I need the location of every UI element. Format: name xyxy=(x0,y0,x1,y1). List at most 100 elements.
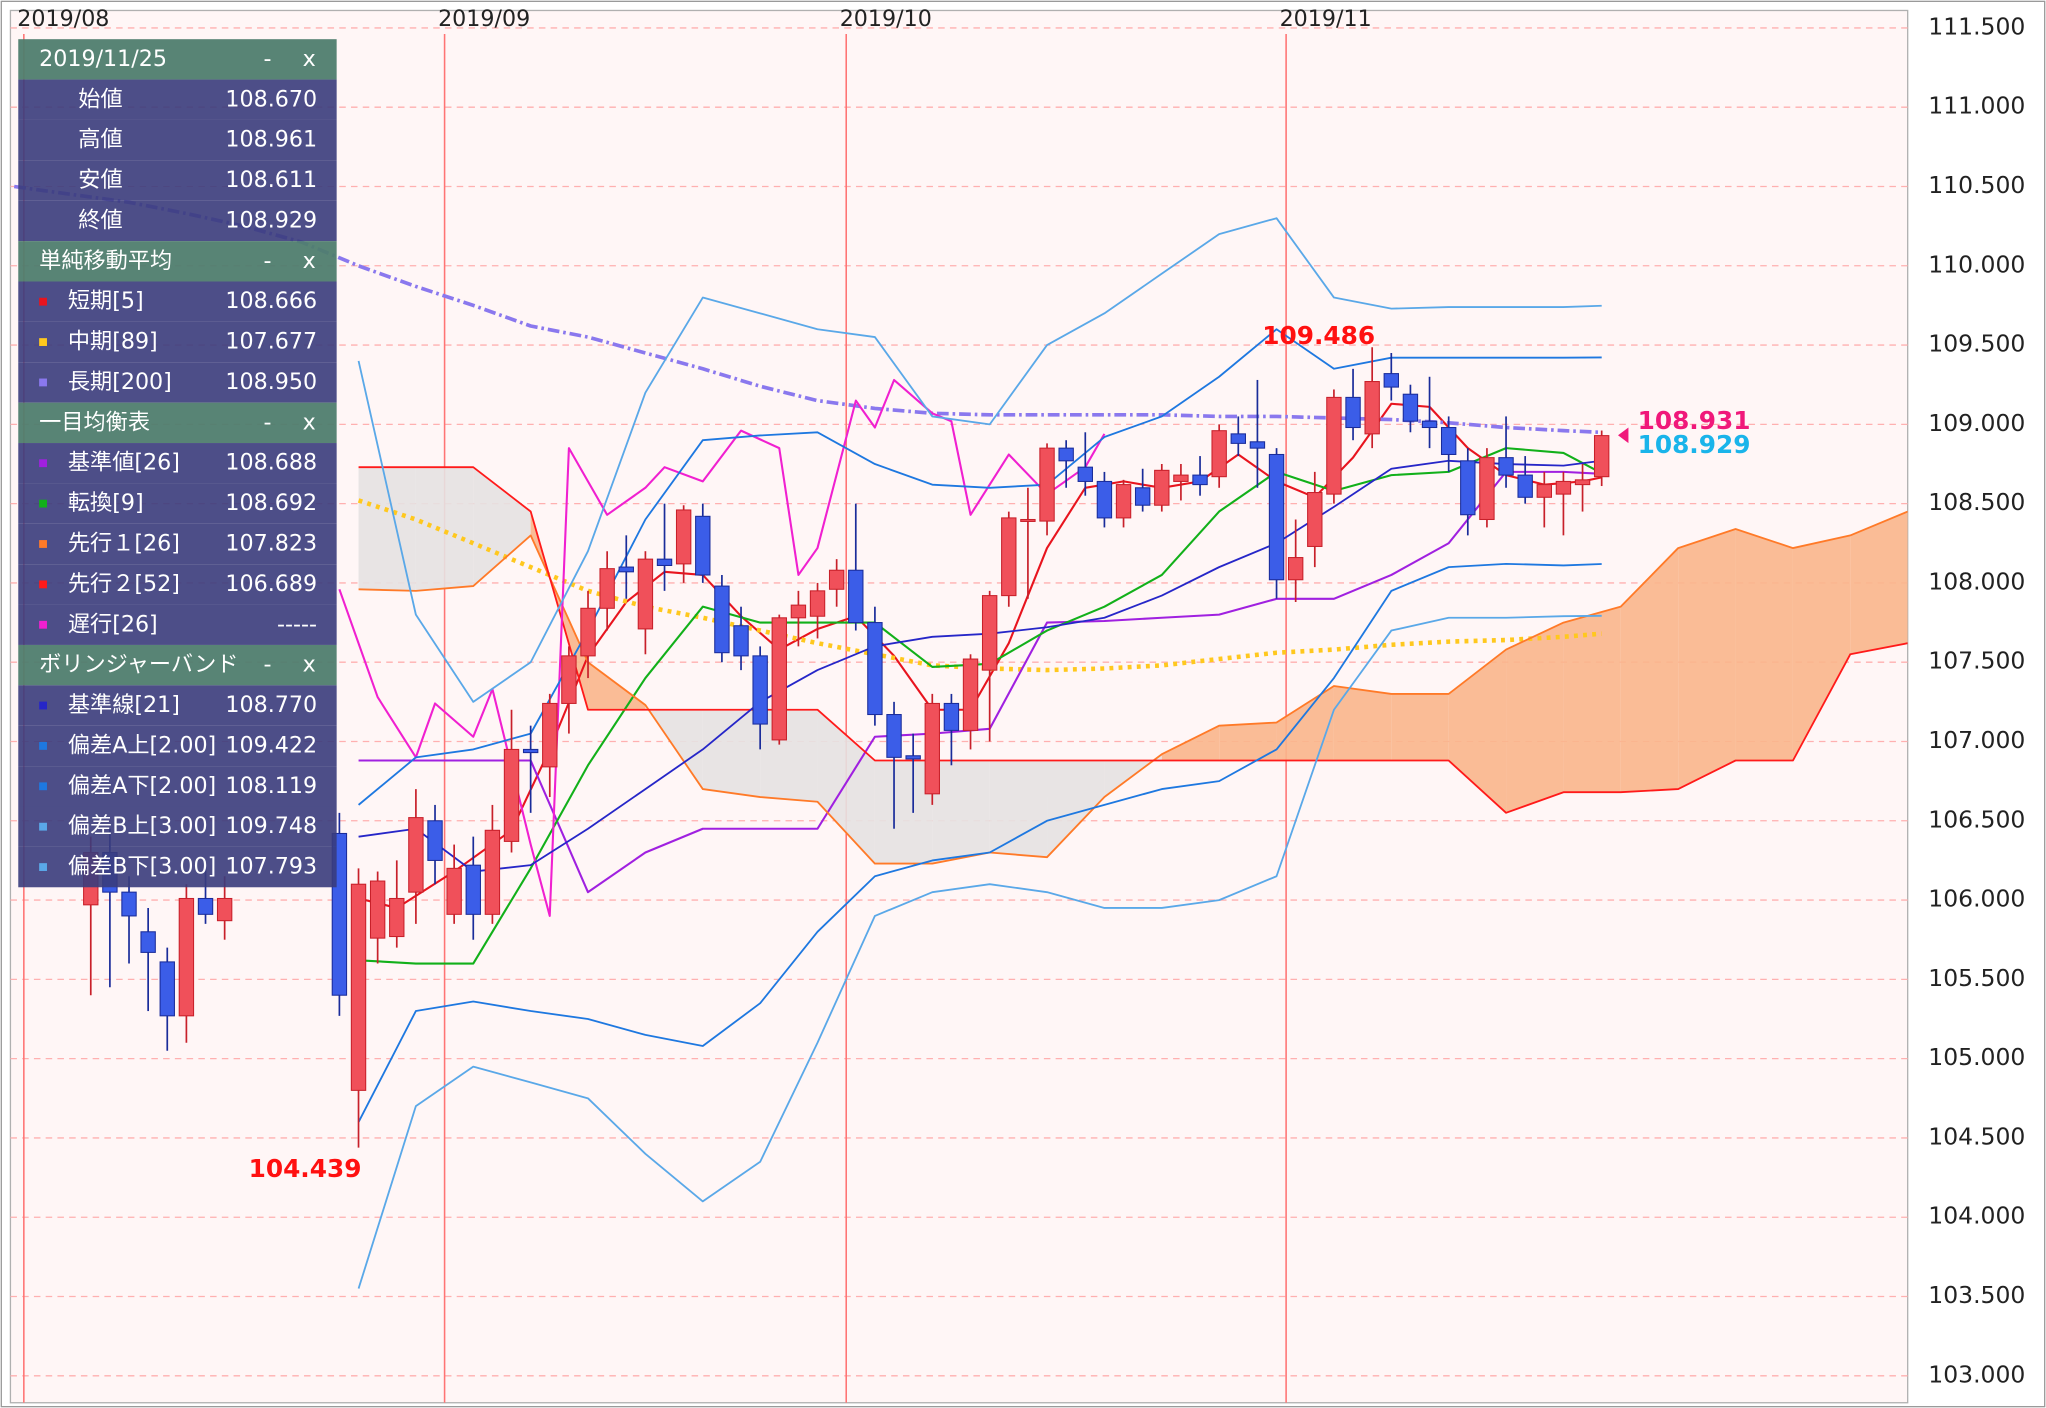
candle-body xyxy=(1115,484,1132,519)
legend-label: 偏差A上[2.00] xyxy=(68,732,216,758)
candle-body xyxy=(733,625,749,657)
candle-body xyxy=(580,607,596,657)
panel-row xyxy=(18,806,337,847)
ichimoku-cloud xyxy=(473,467,531,587)
y-tick-label: 104.500 xyxy=(1928,1122,2025,1150)
close-button[interactable]: x xyxy=(303,248,316,274)
candle-body xyxy=(1096,480,1113,519)
panel-row xyxy=(18,160,337,201)
indicator-line xyxy=(338,378,1106,917)
candle-body xyxy=(1593,435,1610,478)
legend-swatch xyxy=(39,822,47,831)
candle-body xyxy=(140,931,156,953)
panel-row xyxy=(18,725,337,767)
candle-body xyxy=(1192,474,1208,486)
x-tick-label: 2019/08 xyxy=(17,6,109,32)
y-tick-label: 109.000 xyxy=(1928,409,2025,437)
y-tick-label: 111.500 xyxy=(1928,12,2025,40)
y-tick-label: 110.000 xyxy=(1928,250,2025,278)
legend-label: 中期[89] xyxy=(68,329,158,355)
candle-body xyxy=(714,585,730,654)
candle-body xyxy=(159,961,175,1017)
ohlc-label: 高値 xyxy=(78,127,122,153)
ichimoku-cloud xyxy=(932,760,990,864)
panel-row xyxy=(18,362,337,403)
y-tick-label: 106.500 xyxy=(1928,805,2025,833)
legend-swatch xyxy=(39,297,47,306)
candle-body xyxy=(408,817,424,893)
legend-swatch xyxy=(39,863,47,871)
ichimoku-cloud xyxy=(1047,760,1105,858)
legend-value: 108.692 xyxy=(225,490,317,516)
indicator-line xyxy=(357,614,1602,1289)
ichimoku-cloud xyxy=(1276,685,1334,761)
indicator-line xyxy=(358,510,1908,865)
info-panel: 2019/11/25 - x 始値 108.670 高値 108.961 安値 108.611 終… xyxy=(18,39,337,888)
panel-header xyxy=(18,644,337,686)
y-tick-label: 106.000 xyxy=(1928,885,2025,913)
legend-value: 108.950 xyxy=(225,369,317,395)
panel-header xyxy=(18,39,337,80)
legend-swatch xyxy=(39,378,47,387)
minimize-button[interactable]: - xyxy=(263,652,271,678)
y-tick-label: 108.500 xyxy=(1928,488,2025,516)
panel-header xyxy=(18,241,337,282)
candle-body xyxy=(465,864,481,915)
ichimoku-cloud xyxy=(1219,722,1277,761)
legend-label: 先行１[26] xyxy=(68,530,180,556)
candle-body xyxy=(962,658,979,731)
ichimoku-cloud xyxy=(1506,622,1564,813)
y-tick-label: 107.000 xyxy=(1928,726,2025,754)
plot-layer xyxy=(10,27,1908,1403)
ichimoku-cloud xyxy=(1563,606,1621,793)
candle-body xyxy=(1440,426,1457,456)
close-button[interactable]: x xyxy=(303,409,316,435)
legend-swatch xyxy=(39,499,47,508)
close-button[interactable]: x xyxy=(303,46,316,72)
candle-body xyxy=(752,655,768,725)
candle-body xyxy=(350,883,367,1091)
candle-body xyxy=(886,714,902,758)
candle-body xyxy=(599,568,615,609)
candle-body xyxy=(1001,517,1017,597)
candle-body xyxy=(1383,373,1399,388)
candle-body xyxy=(1421,420,1438,429)
candle-body xyxy=(216,897,233,922)
y-tick-label: 103.500 xyxy=(1928,1281,2025,1309)
legend-value: 108.119 xyxy=(225,773,317,799)
candle-body xyxy=(1345,396,1361,429)
candle-body xyxy=(637,558,654,630)
minimize-button[interactable]: - xyxy=(263,248,271,274)
panel-header-title: 一目均衡表 xyxy=(39,409,150,435)
panel-row xyxy=(18,604,337,645)
legend-label: 先行２[52] xyxy=(68,571,180,597)
candle-body xyxy=(828,569,845,590)
candle-body xyxy=(1364,381,1380,435)
ichimoku-cloud xyxy=(1620,548,1679,793)
candle-body xyxy=(1058,447,1074,462)
price-marker-label: 108.929 xyxy=(1638,430,1751,459)
candle-body xyxy=(522,748,539,754)
ohlc-label: 始値 xyxy=(78,86,122,112)
panel-row xyxy=(18,443,337,484)
candle-body xyxy=(1154,469,1170,506)
legend-label: 基準値[26] xyxy=(68,450,180,476)
candle-body xyxy=(542,702,558,768)
candle-body xyxy=(656,558,673,567)
legend-value: 107.793 xyxy=(225,854,317,880)
minimize-button[interactable]: - xyxy=(263,46,271,72)
close-button[interactable]: x xyxy=(303,652,316,678)
minimize-button[interactable]: - xyxy=(263,409,271,435)
candle-body xyxy=(1326,396,1342,495)
candle-body xyxy=(1077,466,1093,482)
candle-body xyxy=(981,595,998,671)
candle-body xyxy=(848,569,864,624)
panel-row xyxy=(18,564,337,605)
candle-body xyxy=(924,702,940,795)
x-tick-label: 2019/09 xyxy=(438,6,530,32)
legend-label: 短期[5] xyxy=(68,288,144,314)
candle-body xyxy=(1287,557,1304,581)
candle-body xyxy=(1536,484,1553,498)
